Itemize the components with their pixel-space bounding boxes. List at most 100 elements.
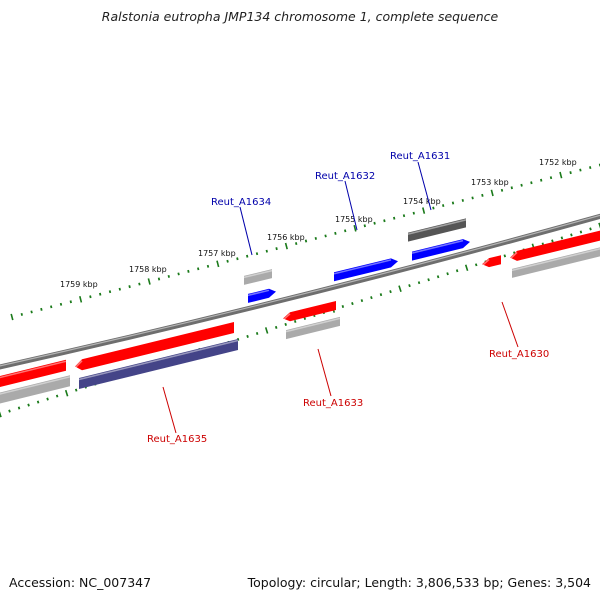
gene-feature-reut-a1633 <box>283 301 336 322</box>
gene-label-reut-a1634: Reut_A1634 <box>211 197 271 208</box>
gene-feature-reut-a1630-highlight <box>509 251 518 260</box>
minor-tick <box>138 282 141 286</box>
minor-tick <box>246 254 249 258</box>
topology-summary-text: Topology: circular; Length: 3,806,533 bp… <box>247 575 591 590</box>
minor-tick <box>500 188 504 192</box>
kbp-label: 1758 kbp <box>129 265 167 274</box>
gene-feature-reut-a1634-shadow <box>244 269 272 285</box>
gene-feature-left-red-highlight <box>0 360 67 379</box>
gene-label-line <box>162 386 177 434</box>
minor-tick <box>412 211 415 215</box>
minor-tick <box>417 281 421 285</box>
minor-tick <box>570 233 573 237</box>
gene-label-line <box>344 180 358 231</box>
gene-label-reut-a1633: Reut_A1633 <box>303 398 363 409</box>
minor-tick <box>27 403 30 407</box>
gene-feature-reut-a1635-purple-highlight <box>78 339 239 381</box>
major-tick <box>422 207 426 214</box>
minor-tick <box>128 285 131 289</box>
major-tick <box>353 225 357 232</box>
kbp-label: 1756 kbp <box>267 233 305 242</box>
minor-tick <box>304 239 308 243</box>
kbp-label: 1752 kbp <box>539 158 577 167</box>
minor-tick <box>503 254 507 258</box>
minor-tick <box>295 242 298 246</box>
minor-tick <box>20 312 23 316</box>
minor-tick <box>530 181 533 185</box>
gene-label-line <box>317 348 332 397</box>
gene-feature-reut-a1635-highlight <box>74 360 83 369</box>
chromosome-backbone <box>0 213 600 370</box>
minor-tick <box>579 230 583 234</box>
minor-tick <box>510 186 513 190</box>
gene-feature-reut-a1630-shadow-highlight <box>511 248 600 272</box>
gene-feature-reut-a1635 <box>75 322 234 371</box>
minor-tick <box>55 394 59 398</box>
minor-tick <box>402 214 406 218</box>
gene-feature-reut-a1633-highlight <box>282 313 291 321</box>
minor-tick <box>461 198 464 202</box>
gene-feature-small-red-highlight <box>481 259 490 267</box>
minor-tick <box>293 320 297 323</box>
gene-label-line <box>239 206 253 256</box>
minor-tick <box>589 166 592 170</box>
kbp-label: 1757 kbp <box>198 249 236 258</box>
minor-tick <box>334 231 337 235</box>
gene-feature-reut-a1633-shadow-highlight <box>285 317 341 333</box>
minor-tick <box>157 277 161 281</box>
major-tick <box>64 389 69 397</box>
minor-tick <box>551 239 554 243</box>
minor-tick <box>314 236 317 240</box>
minor-tick <box>442 204 445 208</box>
gene-features <box>0 218 600 404</box>
chromosome-backbone-highlight <box>0 214 600 367</box>
minor-tick <box>8 409 11 413</box>
minor-tick <box>89 295 92 299</box>
minor-tick <box>246 334 249 338</box>
minor-tick <box>265 249 268 253</box>
major-tick <box>398 285 402 292</box>
gene-feature-reut-a1634-shadow-highlight <box>243 269 273 279</box>
gene-labels: Reut_A1631 Reut_A1632 Reut_A1634 Reut_A1… <box>147 151 549 445</box>
gene-feature-reut-a1631 <box>408 218 466 242</box>
minor-tick <box>408 284 411 288</box>
minor-tick <box>274 325 278 329</box>
minor-tick <box>118 287 121 291</box>
gene-label-lines <box>162 161 519 434</box>
minor-tick <box>341 305 345 309</box>
major-tick <box>79 296 83 303</box>
minor-tick <box>344 229 347 233</box>
gene-label-reut-a1635: Reut_A1635 <box>147 434 207 445</box>
kbp-label: 1759 kbp <box>60 280 98 289</box>
gene-label-line <box>417 161 432 211</box>
minor-tick <box>197 267 200 271</box>
minor-tick <box>432 206 435 210</box>
minor-tick <box>370 296 373 300</box>
map-title: Ralstonia eutropha JMP134 chromosome 1, … <box>101 9 499 24</box>
minor-tick <box>351 302 354 306</box>
minor-tick <box>226 259 229 263</box>
gene-feature-reut-a1635-purple <box>79 339 238 389</box>
major-tick <box>264 327 269 334</box>
minor-tick <box>40 307 43 311</box>
gene-feature-reut-a1634-highlight <box>247 289 270 297</box>
minor-tick <box>379 293 383 297</box>
gene-feature-reut-a1631-blue-highlight <box>411 239 464 254</box>
minor-tick <box>393 216 396 220</box>
gene-label-reut-a1632: Reut_A1632 <box>315 171 375 182</box>
minor-tick <box>255 331 259 335</box>
minor-tick <box>589 227 592 231</box>
minor-tick <box>108 290 112 294</box>
gene-feature-reut-a1632-highlight <box>333 259 392 275</box>
minor-tick <box>389 290 392 294</box>
minor-tick <box>236 337 240 341</box>
gene-feature-reut-a1630-shadow <box>512 247 600 278</box>
gene-label-reut-a1630: Reut_A1630 <box>489 349 549 360</box>
minor-tick <box>373 221 376 225</box>
minor-tick <box>474 263 478 267</box>
minor-tick <box>455 269 459 273</box>
kbp-label-group: 1752 kbp 1753 kbp 1754 kbp 1755 kbp 1756… <box>60 158 577 289</box>
gene-label-line <box>501 301 519 348</box>
outer-tick-track <box>10 163 600 321</box>
